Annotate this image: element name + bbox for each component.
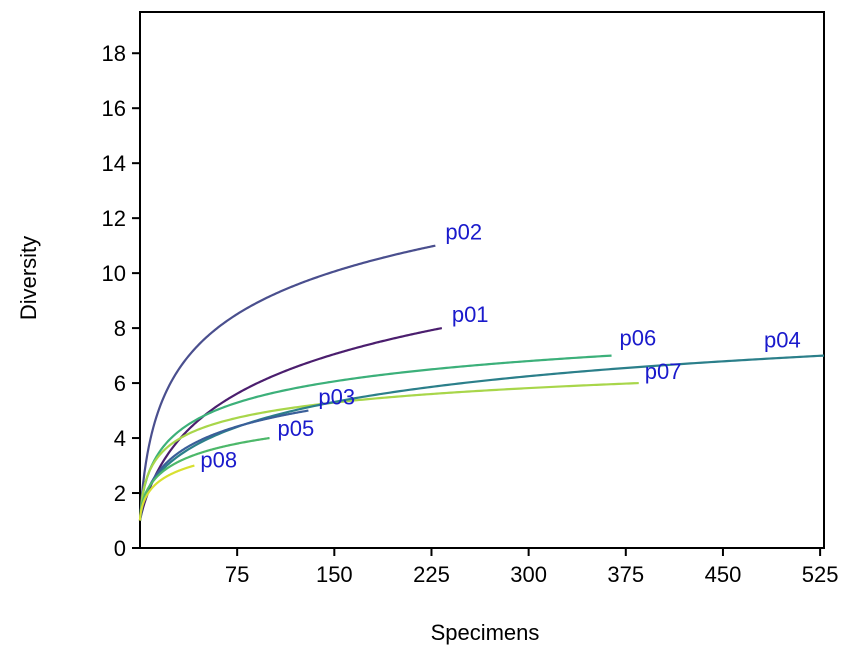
x-tick-label: 375: [607, 562, 644, 587]
x-axis-label: Specimens: [431, 620, 540, 645]
y-tick-label: 16: [102, 96, 126, 121]
series-line-p02: [138, 244, 436, 521]
series-line-p06: [138, 354, 612, 521]
series-label-p06: p06: [620, 326, 657, 351]
y-tick-label: 6: [114, 371, 126, 396]
y-tick-label: 14: [102, 151, 126, 176]
x-axis-ticks: 75 150 225 300 375 450 525: [225, 548, 839, 587]
x-tick-label: 450: [705, 562, 742, 587]
y-axis-ticks: 0 2 4 6 8 10 12 14 16 18: [102, 41, 140, 561]
y-axis-label: Diversity: [16, 236, 41, 320]
series-label-p02: p02: [445, 220, 482, 245]
x-tick-label: 300: [510, 562, 547, 587]
series-label-p01: p01: [452, 302, 489, 327]
plot-area-border: [139, 11, 825, 549]
plot-frame: [139, 11, 825, 549]
y-tick-label: 2: [114, 481, 126, 506]
x-tick-label: 75: [225, 562, 249, 587]
y-tick-label: 0: [114, 536, 126, 561]
x-tick-label: 225: [413, 562, 450, 587]
y-tick-label: 12: [102, 206, 126, 231]
series-line-p07: [138, 381, 639, 521]
y-tick-label: 18: [102, 41, 126, 66]
series-label-p03: p03: [318, 385, 355, 410]
series-label-p04: p04: [764, 328, 801, 353]
y-tick-label: 4: [114, 426, 126, 451]
series-line-p04: [138, 354, 825, 521]
y-tick-label: 8: [114, 316, 126, 341]
series-label-p07: p07: [645, 359, 682, 384]
y-tick-label: 10: [102, 261, 126, 286]
series-label-p08: p08: [200, 448, 237, 473]
series-label-p05: p05: [278, 416, 315, 441]
x-tick-label: 525: [802, 562, 839, 587]
series-line-p03: [138, 409, 309, 521]
series-line-p01: [138, 327, 443, 521]
x-tick-label: 150: [316, 562, 353, 587]
series-line-p08: [138, 464, 195, 521]
series-lines: [138, 244, 825, 521]
series-line-p05: [138, 436, 270, 521]
